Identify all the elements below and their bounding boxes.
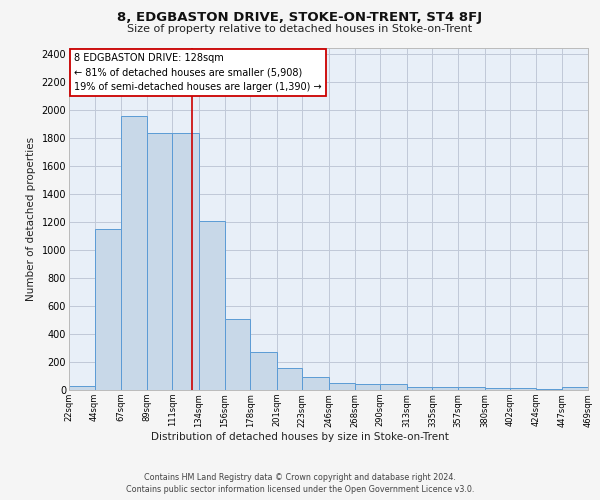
Bar bbox=[95, 229, 121, 390]
Bar bbox=[277, 368, 302, 390]
Text: 8 EDGBASTON DRIVE: 128sqm
← 81% of detached houses are smaller (5,908)
19% of se: 8 EDGBASTON DRIVE: 128sqm ← 81% of detac… bbox=[74, 52, 322, 92]
Bar bbox=[121, 116, 147, 390]
Bar bbox=[485, 388, 510, 390]
Bar bbox=[147, 133, 172, 390]
Bar bbox=[433, 387, 458, 390]
Bar bbox=[199, 221, 224, 390]
Bar bbox=[250, 352, 277, 390]
Bar bbox=[562, 387, 588, 390]
Text: Size of property relative to detached houses in Stoke-on-Trent: Size of property relative to detached ho… bbox=[127, 24, 473, 34]
Text: Contains HM Land Registry data © Crown copyright and database right 2024.
Contai: Contains HM Land Registry data © Crown c… bbox=[126, 472, 474, 494]
Bar bbox=[380, 384, 407, 390]
Bar bbox=[69, 386, 95, 390]
Bar bbox=[536, 388, 562, 390]
Bar bbox=[355, 384, 380, 390]
Y-axis label: Number of detached properties: Number of detached properties bbox=[26, 136, 36, 301]
Text: Distribution of detached houses by size in Stoke-on-Trent: Distribution of detached houses by size … bbox=[151, 432, 449, 442]
Bar bbox=[302, 378, 329, 390]
Bar bbox=[329, 383, 355, 390]
Bar bbox=[224, 318, 250, 390]
Bar bbox=[510, 388, 536, 390]
Bar bbox=[407, 387, 433, 390]
Bar bbox=[172, 133, 199, 390]
Bar bbox=[458, 387, 485, 390]
Text: 8, EDGBASTON DRIVE, STOKE-ON-TRENT, ST4 8FJ: 8, EDGBASTON DRIVE, STOKE-ON-TRENT, ST4 … bbox=[118, 11, 482, 24]
